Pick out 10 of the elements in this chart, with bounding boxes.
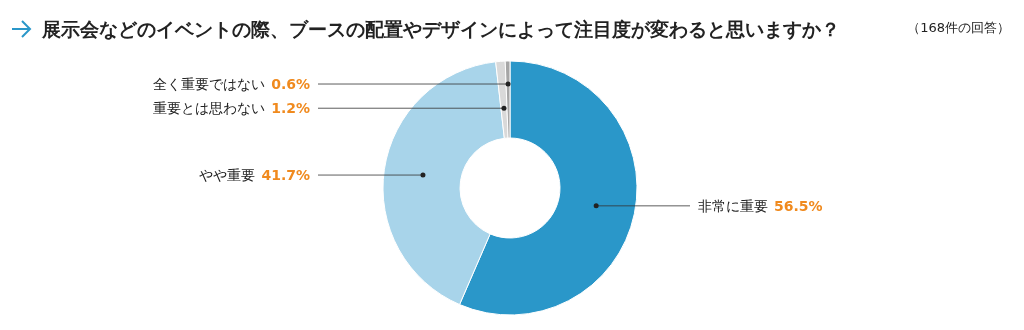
- slice-label: 非常に重要: [698, 197, 768, 214]
- data-label: 41.7%: [261, 167, 310, 184]
- data-label: 0.6%: [271, 76, 310, 93]
- chart-title: 展示会などのイベントの際、ブースの配置やデザインによって注目度が変わると思いますか？: [41, 18, 840, 40]
- slice-label: 全く重要ではない: [153, 76, 266, 93]
- slice-label: やや重要: [199, 167, 256, 184]
- text: （168件の回答）: [907, 20, 1010, 35]
- data-label: 56.5%: [774, 197, 823, 214]
- slice-label: 重要とは思わない: [153, 100, 266, 117]
- data-label: 1.2%: [271, 100, 310, 117]
